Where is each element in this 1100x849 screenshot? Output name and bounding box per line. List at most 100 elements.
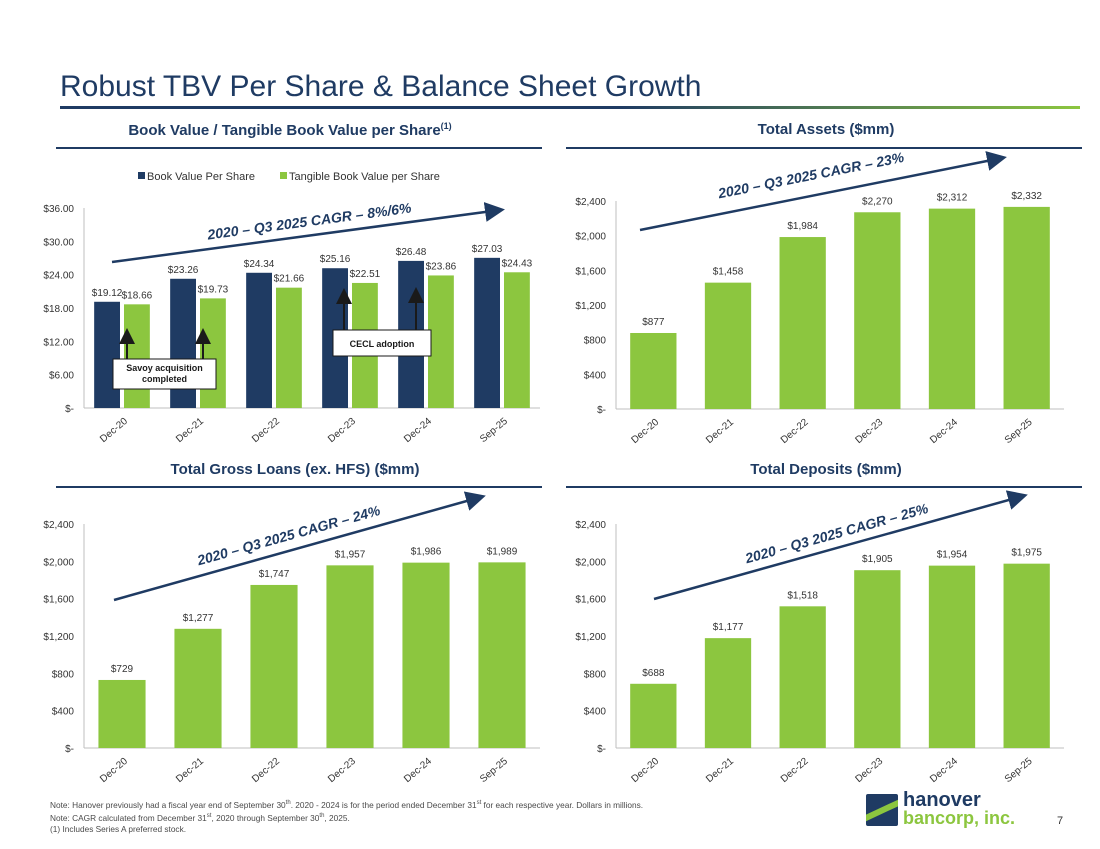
assets-cagr-label: 2020 – Q3 2025 CAGR – 23% [716,149,906,202]
bv-y-tick-label: $18.00 [43,304,74,315]
deposits-data-label: $1,905 [862,554,893,565]
deposits-data-label: $1,975 [1011,548,1042,559]
bv-bar-bvps [246,272,272,408]
bv-bar-tbvps [124,304,150,408]
assets-y-tick-label: $2,400 [575,197,606,208]
assets-x-tick-label: Dec-23 [853,417,885,446]
bv-bar-bvps [474,257,500,408]
assets-data-label: $2,332 [1011,191,1042,202]
assets-x-tick-label: Dec-24 [928,417,960,446]
assets-data-label: $2,270 [862,196,893,207]
bv-legend-label-bvps: Book Value Per Share [147,171,255,183]
bv-legend-label-tbvps: Tangible Book Value per Share [289,171,440,183]
assets-y-tick-label: $800 [584,336,607,347]
deposits-cagr-arrow [653,490,1028,601]
loans-bar [478,562,526,748]
loans-data-label: $1,986 [411,547,442,558]
loans-y-tick-label: $1,200 [43,632,74,643]
bv-data-label: $23.86 [426,261,457,272]
bv-y-tick-label: $36.00 [43,204,74,215]
loans-x-tick-label: Sep-25 [478,756,510,785]
bv-annotation-text: Savoy acquisition [126,363,203,373]
assets-cagr-arrow [639,151,1007,232]
bv-data-label: $22.51 [350,269,381,280]
loans-bar [326,565,374,748]
assets-panel-divider [566,147,1082,149]
footnote-3: (1) Includes Series A preferred stock. [50,823,187,834]
deposits-cagr-label: 2020 – Q3 2025 CAGR – 25% [742,500,930,567]
footnote-1-part-b: . 2020 - 2024 is for the period ended De… [290,799,477,810]
footnote-2-part-b: , 2020 through September 30 [211,812,320,823]
loans-x-tick-label: Dec-24 [402,756,434,785]
bv-cagr-arrow [111,202,505,264]
deposits-y-tick-label: $1,200 [575,632,606,643]
deposits-x-tick-label: Dec-24 [928,756,960,785]
loans-data-label: $1,747 [259,569,290,580]
page-title: Robust TBV Per Share & Balance Sheet Gro… [60,70,702,103]
loans-bar [98,679,146,748]
bv-annotation-box [332,329,432,357]
bv-data-label: $21.66 [274,274,305,285]
bv-bar-tbvps [276,287,302,408]
bv-legend-swatch-tbvps [280,172,287,179]
deposits-x-tick-label: Dec-22 [779,756,811,785]
deposits-x-tick-label: Sep-25 [1003,756,1035,785]
bv-bar-tbvps [428,275,454,408]
bv-data-label: $24.34 [244,259,275,270]
assets-bar [630,332,677,409]
footnote-2-sup-2: th [319,812,325,819]
loans-y-tick-label: $- [65,744,74,755]
assets-y-tick-label: $- [597,405,606,416]
loans-data-label: $1,989 [487,546,518,557]
footnote-1-part-a: Note: Hanover previously had a fiscal ye… [50,799,286,810]
assets-data-label: $877 [642,317,665,328]
deposits-bar [630,683,677,748]
deposits-panel-title: Total Deposits ($mm) [750,461,902,478]
footnote-1: Note: Hanover previously had a fiscal ye… [50,798,840,811]
footnote-1-sup-2: st [476,800,482,806]
bv-panel-title-footnote: (1) [440,121,452,131]
bv-data-label: $23.26 [168,265,199,276]
assets-x-tick-label: Dec-22 [779,417,811,446]
loans-panel-title: Total Gross Loans (ex. HFS) ($mm) [170,461,420,478]
logo-wordmark-top: hanover [903,789,981,811]
bv-y-tick-label: $30.00 [43,237,74,248]
footnotes: Note: Hanover previously had a fiscal ye… [50,798,840,835]
bv-x-tick-label: Dec-23 [326,416,358,445]
assets-x-tick-label: Dec-21 [704,417,736,446]
assets-y-tick-label: $1,600 [575,266,606,277]
deposits-y-tick-label: $800 [584,669,607,680]
bv-data-label: $24.43 [502,258,533,269]
title-divider [60,106,1080,109]
bv-data-label: $18.66 [122,290,153,301]
bv-bar-tbvps [504,272,530,408]
logo-mark-icon [866,794,898,826]
loans-x-tick-label: Dec-21 [174,756,206,785]
assets-data-label: $1,984 [787,221,818,232]
bv-data-label: $27.03 [472,244,503,255]
assets-panel-title: Total Assets ($mm) [757,121,895,138]
bv-bar-bvps [94,301,120,408]
assets-data-label: $2,312 [937,193,968,204]
footnote-1-sup-1: th [285,800,291,806]
loans-cagr-arrow [113,491,486,602]
bv-data-label: $19.73 [198,284,229,295]
bv-x-tick-label: Sep-25 [478,416,510,445]
bv-y-tick-label: $12.00 [43,337,74,348]
bv-panel-divider [56,147,542,149]
bv-y-tick-label: $- [65,404,74,415]
assets-x-tick-label: Sep-25 [1003,417,1035,446]
bv-x-tick-label: Dec-22 [250,416,282,445]
deposits-data-label: $688 [642,668,665,679]
bv-x-tick-label: Dec-24 [402,416,434,445]
loans-y-tick-label: $1,600 [43,595,74,606]
footnote-2: Note: CAGR calculated from December 31st… [50,811,840,824]
deposits-x-tick-label: Dec-20 [629,756,661,785]
footnote-2-part-c: , 2025. [324,812,350,823]
deposits-data-label: $1,954 [937,550,968,561]
deposits-y-tick-label: $1,600 [575,595,606,606]
bv-data-label: $19.12 [92,288,123,299]
bv-data-label: $25.16 [320,254,351,265]
deposits-y-tick-label: $- [597,744,606,755]
bv-annotation-box [112,358,217,390]
